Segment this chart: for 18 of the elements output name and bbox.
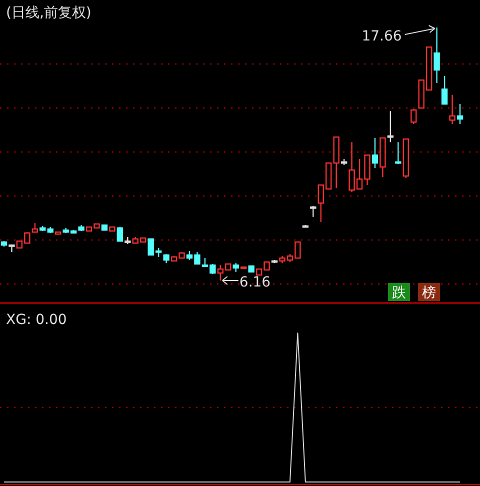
candlestick: [449, 94, 456, 125]
candlestick: [410, 108, 417, 125]
candlestick: [456, 103, 464, 125]
candlestick: [387, 110, 394, 143]
chart-title: (日线,前复权): [6, 5, 92, 21]
chart-title: XG: 0.00: [6, 312, 67, 328]
candlestick: [116, 226, 124, 242]
candlestick: [32, 222, 38, 233]
candlestick: [395, 142, 402, 165]
candlestick: [441, 76, 448, 105]
candlestick: [310, 205, 316, 218]
annotation: 17.66: [362, 28, 402, 44]
text: 跌: [392, 285, 406, 301]
candlestick: [434, 26, 440, 84]
candlestick: [372, 137, 378, 169]
text: 榜: [422, 285, 436, 301]
annotation: 6.16: [239, 274, 271, 290]
candlestick: [163, 254, 170, 264]
